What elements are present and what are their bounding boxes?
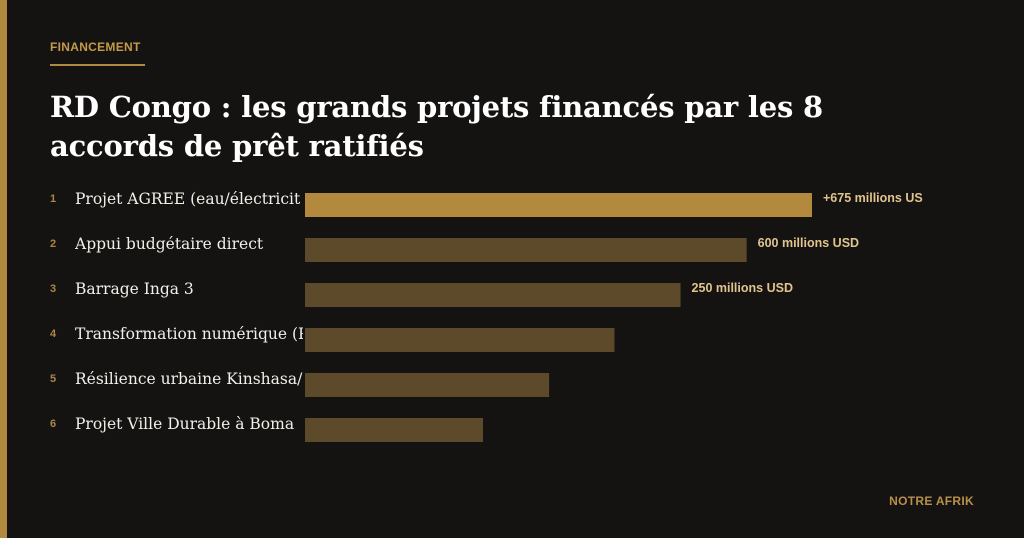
rank-number: 2 xyxy=(50,238,56,250)
rank-number: 6 xyxy=(50,418,56,430)
rank-number: 3 xyxy=(50,283,56,295)
bar xyxy=(305,238,747,262)
category-label: Projet AGREE (eau/électricit xyxy=(75,190,301,208)
rank-number: 5 xyxy=(50,373,56,385)
category-label: Barrage Inga 3 xyxy=(75,280,194,298)
kicker-underline xyxy=(50,64,145,66)
bar xyxy=(305,328,615,352)
chart-title: RD Congo : les grands projets financés p… xyxy=(50,90,823,163)
value-label: +675 millions US xyxy=(823,191,923,205)
category-label: Appui budgétaire direct xyxy=(74,235,264,253)
bar xyxy=(305,193,812,217)
rank-number: 4 xyxy=(50,328,57,340)
category-label: Projet Ville Durable à Boma xyxy=(75,415,294,433)
section-kicker: FINANCEMENT xyxy=(50,40,141,54)
value-label: 600 millions USD xyxy=(758,236,859,250)
bar xyxy=(305,418,484,442)
left-accent-bar xyxy=(0,0,7,538)
value-label: 250 millions USD xyxy=(692,281,793,295)
category-label: Résilience urbaine Kinshasa/ xyxy=(75,370,303,388)
category-label: Transformation numérique (P xyxy=(75,325,308,343)
bar xyxy=(305,373,550,397)
rank-number: 1 xyxy=(50,193,56,205)
bar xyxy=(305,283,681,307)
source-brand: NOTRE AFRIK xyxy=(889,494,974,508)
